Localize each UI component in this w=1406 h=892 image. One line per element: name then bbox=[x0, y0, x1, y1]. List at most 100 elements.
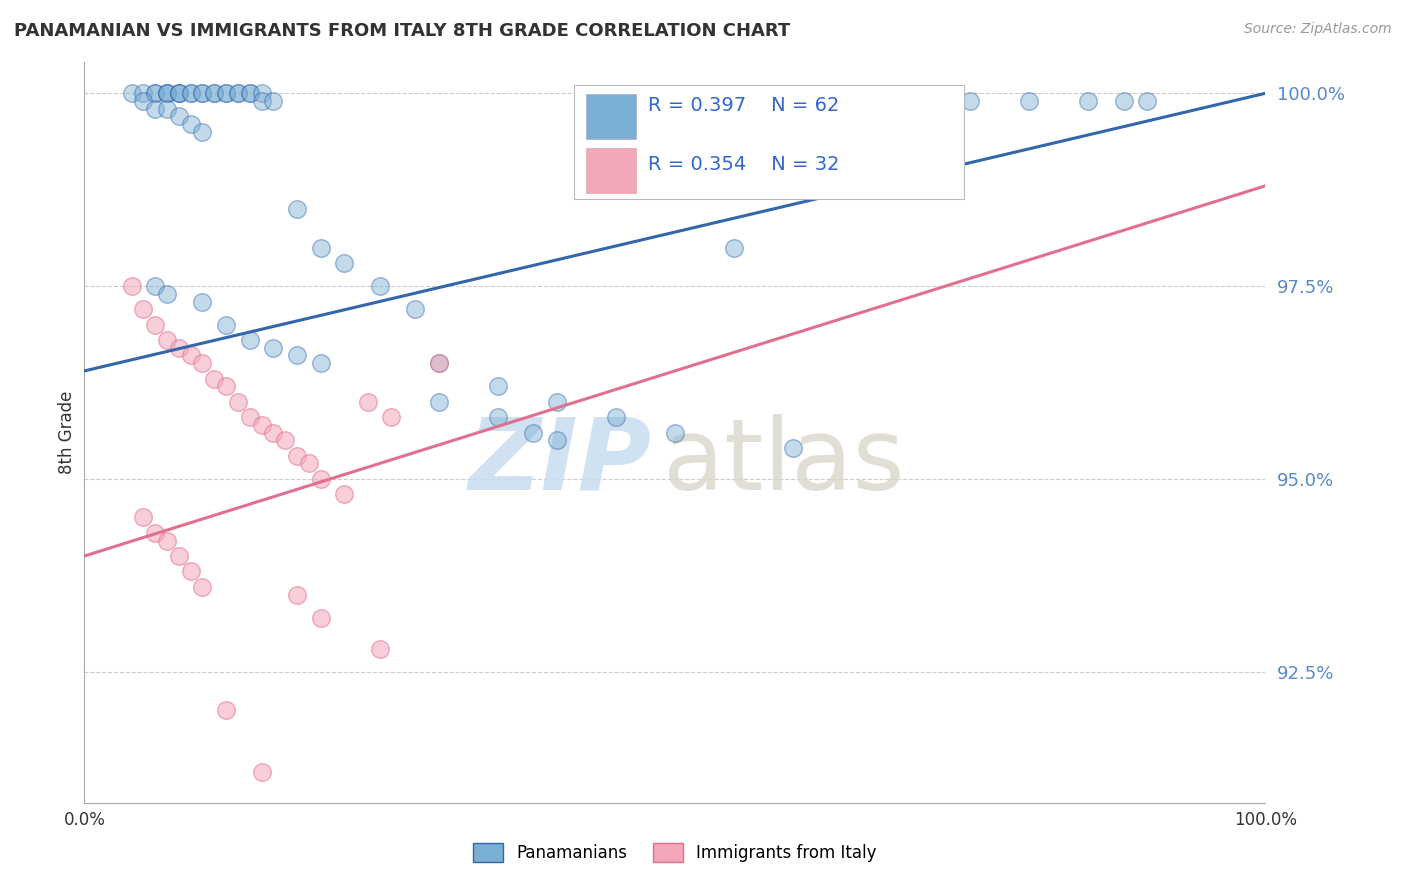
Point bbox=[191, 87, 214, 101]
Point bbox=[180, 565, 202, 579]
Point bbox=[239, 87, 262, 101]
Text: PANAMANIAN VS IMMIGRANTS FROM ITALY 8TH GRADE CORRELATION CHART: PANAMANIAN VS IMMIGRANTS FROM ITALY 8TH … bbox=[14, 22, 790, 40]
Point bbox=[167, 341, 190, 355]
Point bbox=[132, 94, 155, 108]
Point bbox=[143, 87, 166, 101]
Point bbox=[900, 94, 922, 108]
Point bbox=[380, 410, 402, 425]
Point bbox=[191, 87, 214, 101]
Point bbox=[156, 333, 179, 347]
Point bbox=[546, 394, 568, 409]
Point bbox=[180, 117, 202, 131]
Point bbox=[132, 302, 155, 317]
Point bbox=[250, 417, 273, 432]
Point bbox=[202, 87, 225, 101]
Point bbox=[309, 610, 332, 624]
Text: ZIP: ZIP bbox=[468, 414, 651, 511]
Point bbox=[156, 87, 179, 101]
Point bbox=[285, 449, 308, 463]
Point bbox=[167, 87, 190, 101]
Point bbox=[841, 102, 863, 116]
Point bbox=[180, 87, 202, 101]
Point bbox=[262, 341, 284, 355]
Point bbox=[357, 394, 380, 409]
Text: R = 0.397    N = 62: R = 0.397 N = 62 bbox=[648, 95, 839, 115]
Point bbox=[605, 410, 627, 425]
Point bbox=[215, 87, 238, 101]
Point bbox=[309, 240, 332, 254]
Point bbox=[215, 379, 238, 393]
Point bbox=[309, 472, 332, 486]
Point bbox=[333, 487, 356, 501]
Point bbox=[191, 580, 214, 594]
Point bbox=[132, 87, 155, 101]
Point bbox=[1077, 94, 1099, 108]
Point bbox=[298, 457, 321, 471]
Point bbox=[143, 318, 166, 332]
Legend: Panamanians, Immigrants from Italy: Panamanians, Immigrants from Italy bbox=[467, 836, 883, 869]
FancyBboxPatch shape bbox=[575, 85, 965, 200]
Point bbox=[143, 102, 166, 116]
Point bbox=[250, 764, 273, 779]
Point bbox=[191, 294, 214, 309]
Point bbox=[239, 87, 262, 101]
Point bbox=[156, 102, 179, 116]
Point bbox=[202, 371, 225, 385]
Point bbox=[215, 87, 238, 101]
Point bbox=[167, 87, 190, 101]
Point bbox=[156, 533, 179, 548]
Text: R = 0.354    N = 32: R = 0.354 N = 32 bbox=[648, 155, 839, 174]
Point bbox=[239, 333, 262, 347]
Point bbox=[239, 410, 262, 425]
Point bbox=[180, 349, 202, 363]
Point bbox=[167, 549, 190, 563]
Point bbox=[156, 87, 179, 101]
Point bbox=[309, 356, 332, 370]
Y-axis label: 8th Grade: 8th Grade bbox=[58, 391, 76, 475]
Point bbox=[368, 279, 391, 293]
Point bbox=[250, 94, 273, 108]
Point bbox=[274, 434, 297, 448]
Point bbox=[215, 318, 238, 332]
Point bbox=[522, 425, 544, 440]
Point bbox=[546, 434, 568, 448]
Point bbox=[226, 394, 249, 409]
Point bbox=[143, 525, 166, 540]
Point bbox=[226, 87, 249, 101]
Point bbox=[285, 202, 308, 216]
Point bbox=[156, 87, 179, 101]
Point bbox=[191, 125, 214, 139]
Point bbox=[368, 641, 391, 656]
Point bbox=[121, 279, 143, 293]
Point bbox=[226, 87, 249, 101]
Text: Source: ZipAtlas.com: Source: ZipAtlas.com bbox=[1244, 22, 1392, 37]
Text: atlas: atlas bbox=[664, 414, 904, 511]
Point bbox=[202, 87, 225, 101]
Point bbox=[167, 110, 190, 124]
Point bbox=[143, 279, 166, 293]
Point bbox=[959, 94, 981, 108]
Point bbox=[486, 379, 509, 393]
Point bbox=[250, 87, 273, 101]
Point bbox=[782, 441, 804, 455]
FancyBboxPatch shape bbox=[586, 147, 636, 194]
Point bbox=[486, 410, 509, 425]
Point bbox=[333, 256, 356, 270]
Point bbox=[132, 510, 155, 524]
Point bbox=[285, 588, 308, 602]
Point bbox=[262, 94, 284, 108]
Point bbox=[427, 356, 450, 370]
Point bbox=[156, 286, 179, 301]
Point bbox=[427, 394, 450, 409]
Point bbox=[180, 87, 202, 101]
Point bbox=[1112, 94, 1135, 108]
Point bbox=[215, 703, 238, 717]
Point bbox=[285, 349, 308, 363]
Point bbox=[664, 425, 686, 440]
Point bbox=[404, 302, 426, 317]
Point bbox=[167, 87, 190, 101]
Point bbox=[191, 356, 214, 370]
Point bbox=[121, 87, 143, 101]
Point bbox=[723, 240, 745, 254]
Point bbox=[427, 356, 450, 370]
